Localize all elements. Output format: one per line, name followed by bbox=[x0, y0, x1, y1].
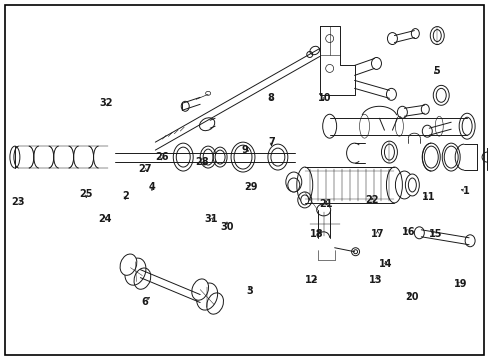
Ellipse shape bbox=[215, 150, 224, 164]
Text: 9: 9 bbox=[241, 144, 247, 154]
Ellipse shape bbox=[384, 144, 394, 160]
Text: 20: 20 bbox=[404, 292, 417, 302]
Text: 14: 14 bbox=[378, 259, 392, 269]
Text: 1: 1 bbox=[462, 186, 468, 196]
Ellipse shape bbox=[353, 250, 357, 254]
Text: 24: 24 bbox=[98, 215, 111, 224]
Bar bbox=[486, 148, 488, 170]
Ellipse shape bbox=[287, 178, 299, 192]
Text: 15: 15 bbox=[428, 229, 442, 239]
Ellipse shape bbox=[191, 279, 208, 300]
Text: 21: 21 bbox=[319, 199, 332, 210]
Text: 19: 19 bbox=[452, 279, 466, 289]
Text: 8: 8 bbox=[267, 93, 274, 103]
Text: 18: 18 bbox=[309, 229, 323, 239]
Text: 5: 5 bbox=[433, 66, 439, 76]
Text: 29: 29 bbox=[244, 182, 257, 192]
Ellipse shape bbox=[270, 148, 285, 166]
Ellipse shape bbox=[300, 195, 308, 205]
Text: 4: 4 bbox=[148, 182, 155, 192]
Text: 27: 27 bbox=[138, 164, 151, 174]
Text: 25: 25 bbox=[79, 189, 93, 199]
Text: 12: 12 bbox=[304, 275, 317, 285]
Text: 31: 31 bbox=[204, 215, 218, 224]
Text: 17: 17 bbox=[370, 229, 384, 239]
Ellipse shape bbox=[443, 146, 457, 168]
Text: 6: 6 bbox=[141, 297, 148, 307]
Ellipse shape bbox=[120, 254, 137, 275]
Text: 10: 10 bbox=[318, 93, 331, 103]
Ellipse shape bbox=[405, 174, 419, 196]
Text: 30: 30 bbox=[220, 222, 233, 231]
Ellipse shape bbox=[234, 145, 251, 169]
Text: 28: 28 bbox=[195, 157, 208, 167]
Ellipse shape bbox=[203, 149, 213, 165]
Text: 11: 11 bbox=[421, 192, 434, 202]
Text: 16: 16 bbox=[402, 227, 415, 237]
Text: 23: 23 bbox=[12, 197, 25, 207]
Ellipse shape bbox=[461, 117, 471, 135]
Ellipse shape bbox=[432, 30, 440, 41]
Ellipse shape bbox=[424, 146, 437, 168]
Text: 32: 32 bbox=[99, 98, 112, 108]
Ellipse shape bbox=[435, 88, 446, 102]
Text: 3: 3 bbox=[245, 286, 252, 296]
Text: 22: 22 bbox=[365, 195, 378, 205]
Text: 26: 26 bbox=[155, 152, 168, 162]
Text: 7: 7 bbox=[267, 138, 274, 147]
Text: 2: 2 bbox=[122, 191, 128, 201]
Ellipse shape bbox=[176, 147, 190, 167]
Text: 13: 13 bbox=[368, 275, 382, 285]
